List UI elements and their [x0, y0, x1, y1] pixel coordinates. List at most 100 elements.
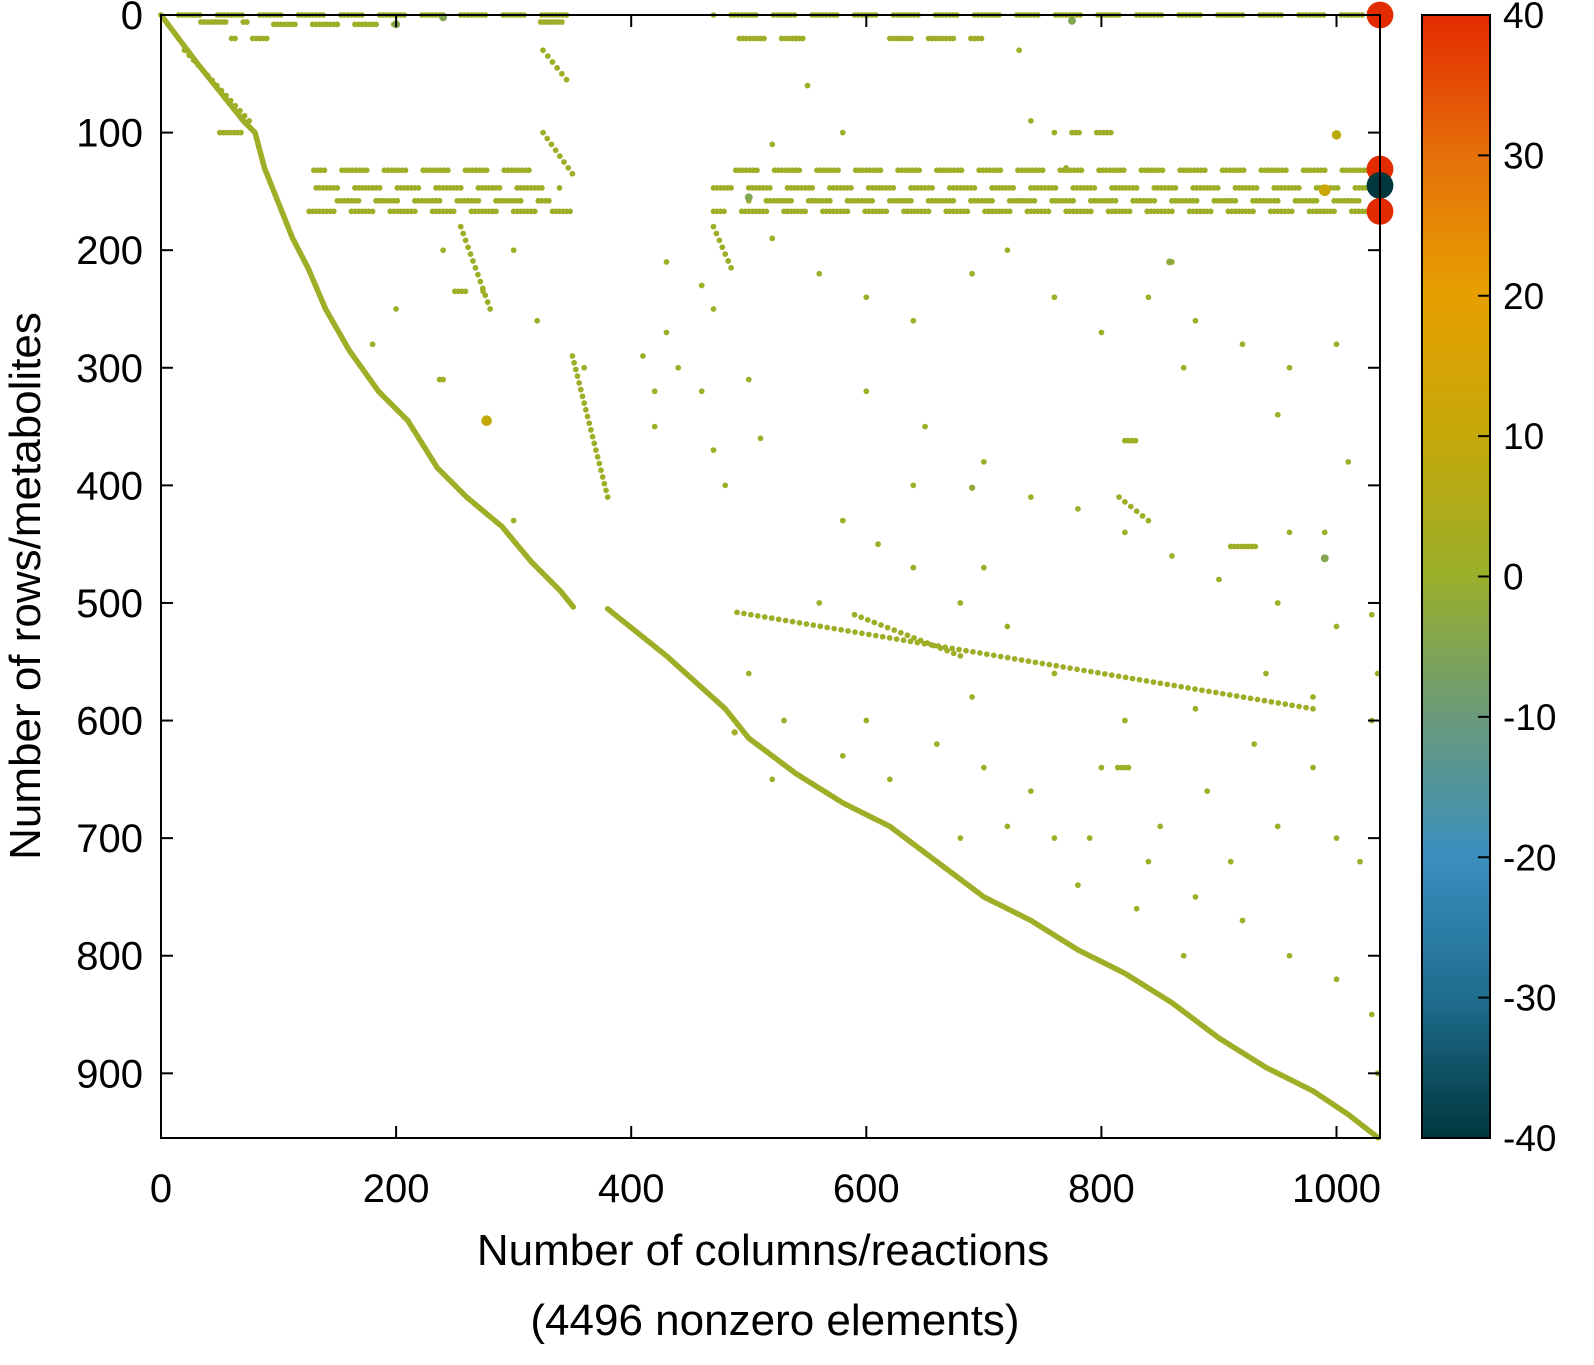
line-point	[1032, 659, 1039, 666]
line-point	[865, 631, 872, 638]
line-point	[950, 650, 957, 657]
line-point	[1150, 679, 1157, 685]
line-point	[209, 77, 216, 84]
line-point	[1122, 674, 1129, 681]
row-point	[929, 184, 936, 191]
colorbar-tick-label: 20	[1503, 276, 1544, 317]
data-point	[1063, 164, 1070, 171]
data-point	[1286, 952, 1293, 959]
line-point	[540, 129, 546, 136]
x-tick-label: 400	[598, 1167, 665, 1211]
row-point	[334, 21, 341, 28]
line-point	[1282, 701, 1289, 708]
highlight-point	[1331, 130, 1342, 140]
line-point	[223, 92, 229, 99]
data-point	[1028, 788, 1034, 794]
line-point	[782, 617, 789, 624]
row-point	[767, 184, 773, 191]
line-point	[1157, 680, 1164, 687]
line-point	[556, 153, 563, 159]
line-point	[716, 237, 723, 244]
line-point	[482, 292, 489, 299]
row-point	[950, 197, 957, 204]
row-point	[1070, 197, 1077, 204]
row-point	[493, 208, 499, 215]
y-tick-label: 100	[76, 112, 143, 156]
data-point	[1239, 341, 1246, 348]
line-point	[748, 611, 754, 618]
row-point	[373, 21, 379, 28]
row-point	[444, 167, 451, 174]
line-point	[1247, 695, 1254, 702]
data-point	[769, 141, 776, 148]
line-point	[1275, 700, 1282, 706]
data-point	[1274, 823, 1281, 830]
line-point	[1116, 494, 1122, 500]
line-point	[1233, 693, 1240, 699]
row-point	[1091, 184, 1098, 191]
row-point	[334, 184, 341, 191]
line-point	[1046, 661, 1053, 668]
data-point	[1075, 882, 1081, 889]
line-point	[232, 102, 239, 109]
colorbar-tick-label: 40	[1503, 0, 1544, 36]
line-point	[1081, 667, 1087, 674]
line-point	[467, 251, 474, 257]
row-point	[1274, 197, 1281, 204]
row-point	[1207, 208, 1214, 215]
data-point	[757, 435, 764, 442]
line-point	[944, 647, 950, 654]
row-point	[1006, 208, 1013, 215]
line-point	[1060, 664, 1067, 670]
data-point	[1051, 835, 1058, 842]
row-point	[1132, 437, 1139, 444]
row-point	[1331, 208, 1338, 215]
data-point	[1145, 294, 1152, 301]
line-point	[1004, 654, 1011, 661]
highlight-point	[1068, 16, 1076, 25]
line-point	[487, 306, 494, 312]
row-point	[1125, 764, 1132, 771]
line-point	[1178, 683, 1185, 690]
data-point	[875, 541, 881, 548]
row-point	[908, 35, 914, 42]
row-point	[971, 184, 978, 191]
row-point	[376, 184, 383, 191]
line-point	[1136, 676, 1143, 683]
row-point	[1052, 184, 1059, 191]
colorbar-tick-label: -30	[1503, 978, 1556, 1019]
data-point	[745, 376, 752, 383]
line-point	[1127, 503, 1134, 510]
y-tick-label: 600	[76, 700, 143, 744]
line-point	[1268, 698, 1275, 705]
data-point	[1004, 623, 1011, 630]
data-point	[1333, 835, 1340, 842]
data-point	[1204, 788, 1211, 794]
diagonal-point	[570, 604, 577, 610]
row-point	[1355, 197, 1362, 204]
row-point	[1039, 167, 1046, 174]
data-point	[1028, 494, 1034, 500]
data-point	[1227, 858, 1234, 865]
data-point	[863, 294, 870, 301]
row-point	[883, 208, 890, 215]
data-point	[710, 306, 717, 312]
line-point	[584, 413, 591, 420]
row-point	[826, 197, 833, 204]
row-point	[761, 35, 767, 42]
data-point	[957, 600, 964, 606]
data-point	[1251, 741, 1258, 747]
line-point	[599, 474, 606, 480]
line-point	[1261, 697, 1268, 704]
line-point	[565, 164, 572, 171]
line-point	[1164, 681, 1171, 688]
highlight-point	[968, 484, 976, 491]
line-point	[796, 619, 803, 626]
data-point	[1263, 670, 1269, 677]
line-point	[576, 380, 583, 386]
row-point	[1252, 543, 1259, 550]
line-point	[886, 635, 893, 641]
line-point	[963, 647, 969, 654]
data-point	[1028, 117, 1034, 124]
row-point	[526, 167, 532, 174]
